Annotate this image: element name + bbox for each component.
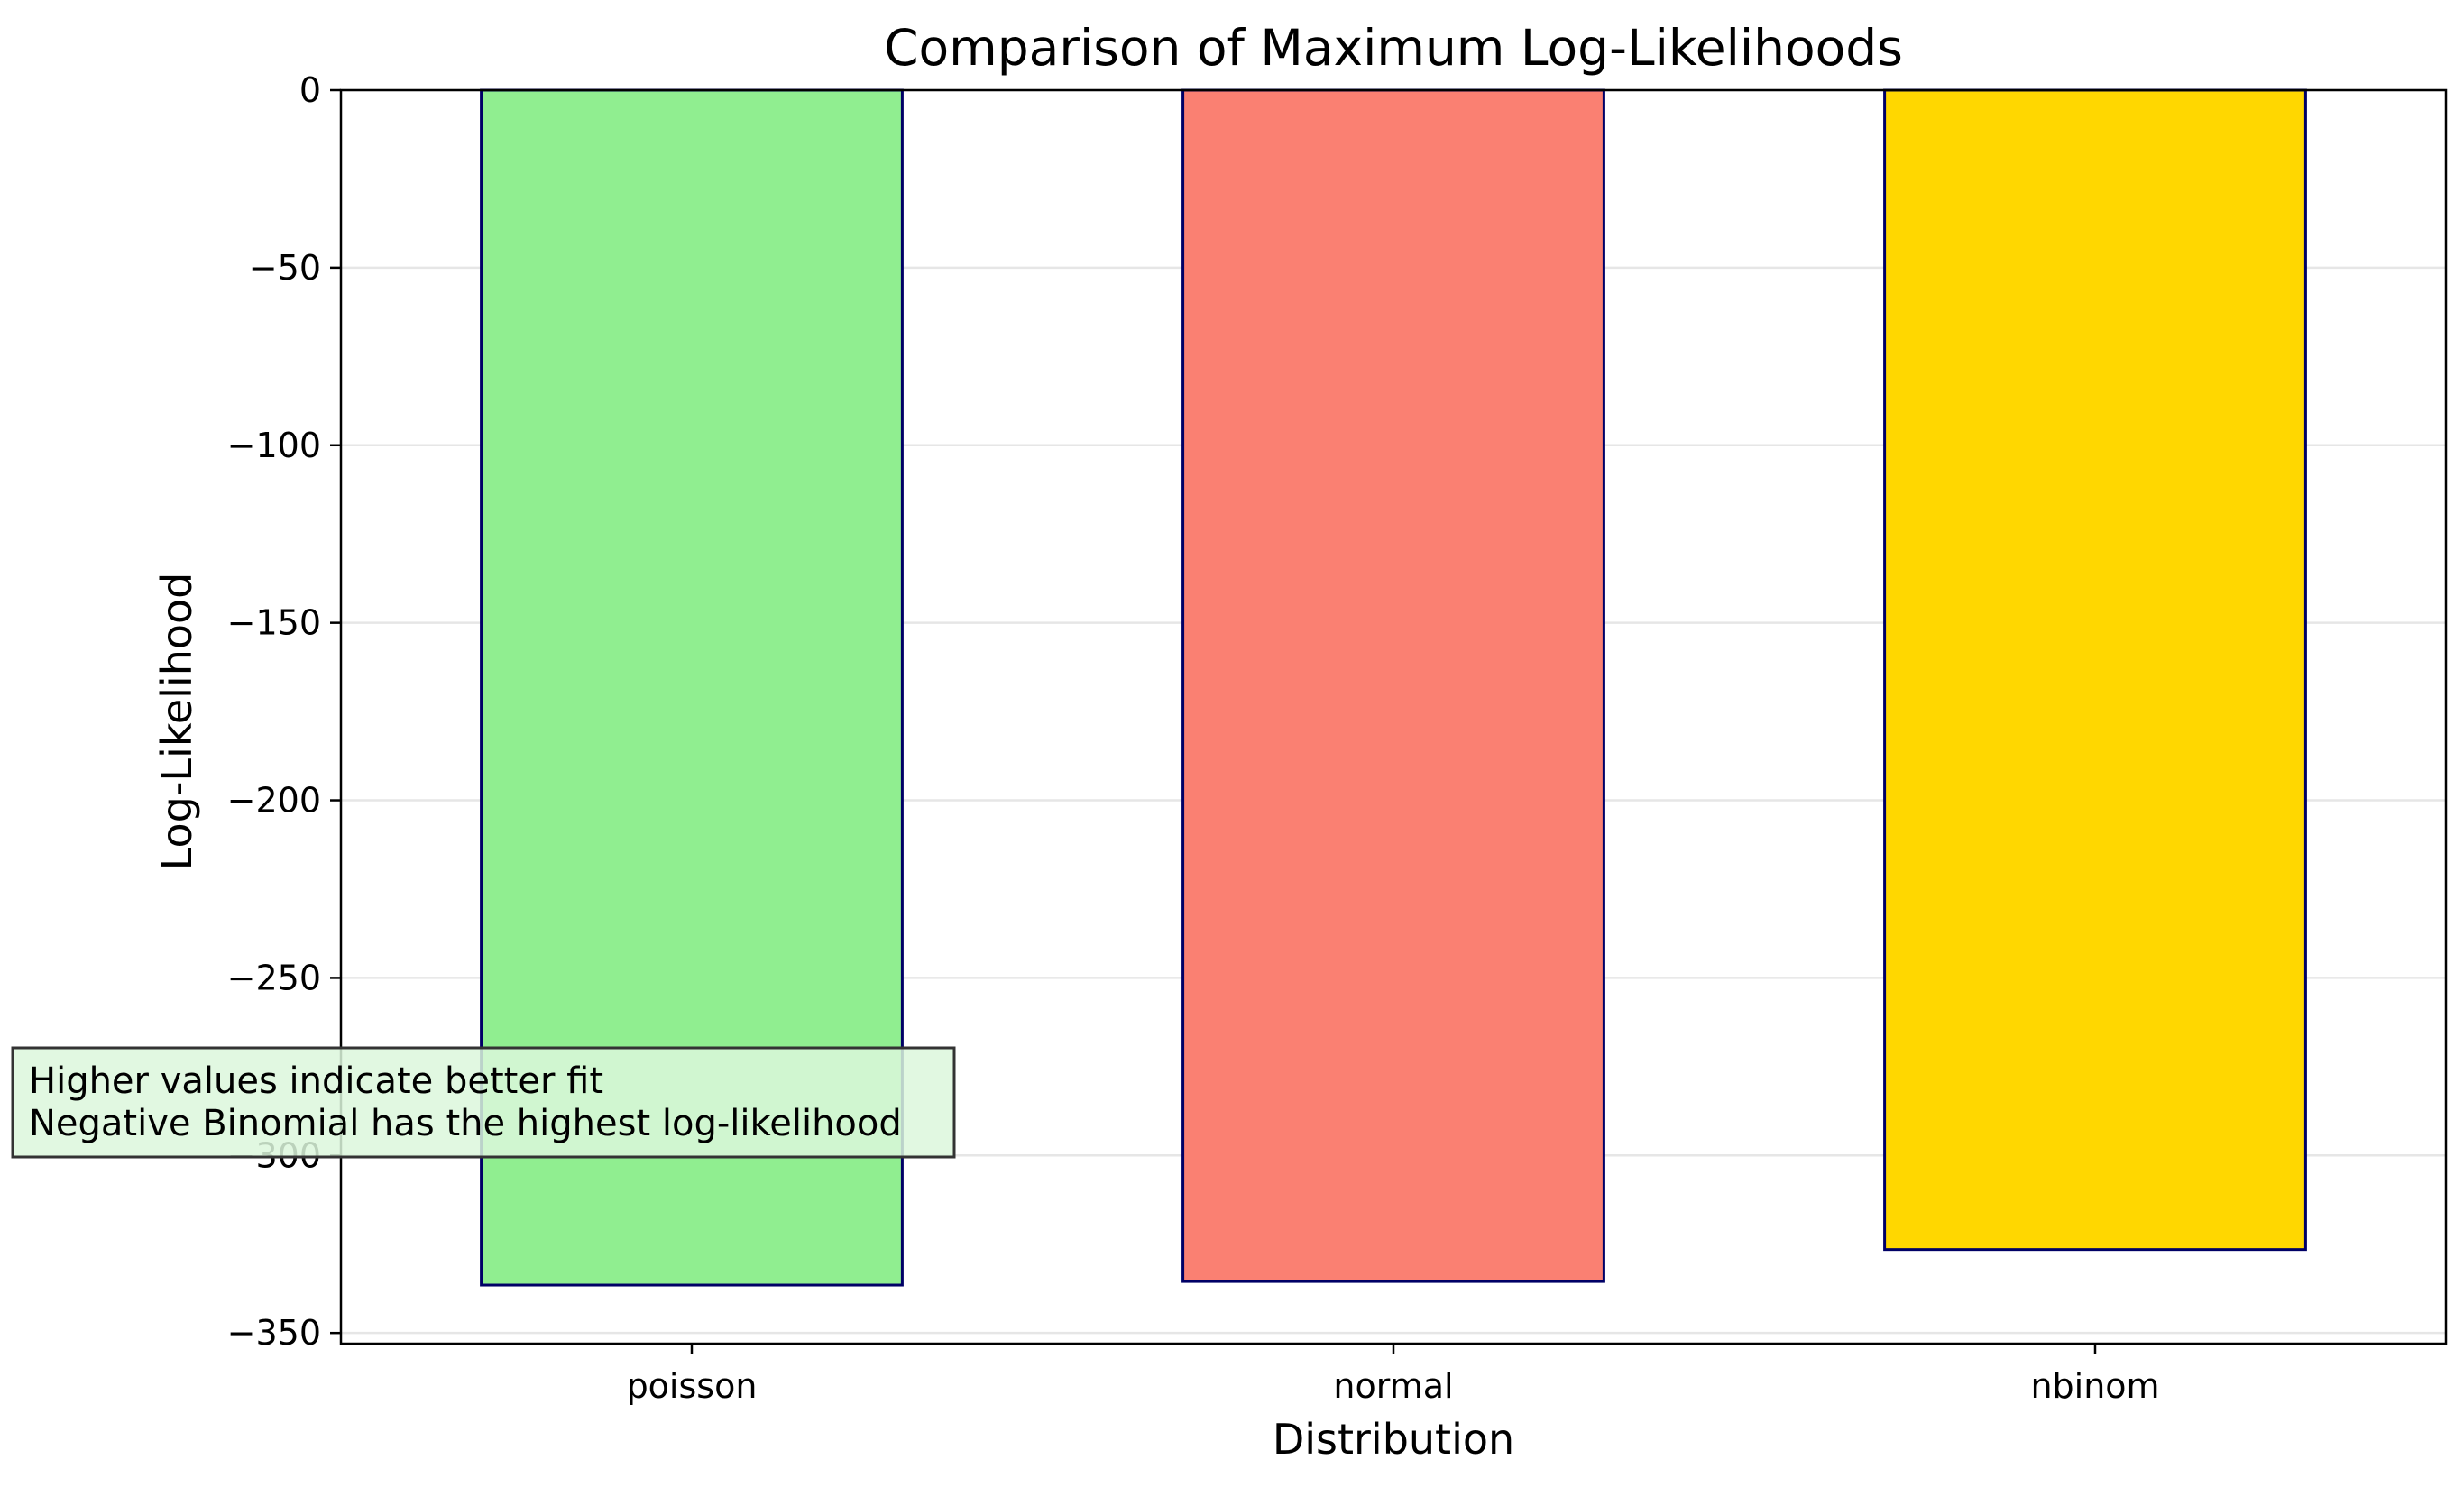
x-tick-label: normal	[1333, 1366, 1453, 1406]
annotation-line: Negative Binomial has the highest log-li…	[29, 1103, 902, 1144]
y-tick-label: −100	[227, 426, 321, 465]
x-axis-ticks: poisson normal nbinom	[627, 1344, 2160, 1406]
annotation-line: Higher values indicate better fit	[29, 1060, 603, 1102]
bar-nbinom	[1883, 88, 2307, 1252]
x-axis-label: Distribution	[1273, 1415, 1514, 1464]
y-tick-label: −200	[227, 781, 321, 821]
y-axis-label: Log-Likelihood	[152, 573, 201, 871]
y-tick-label: −150	[227, 603, 321, 643]
annotation-box-frame	[11, 1046, 956, 1159]
annotation-box: Higher values indicate better fit Negati…	[11, 1046, 956, 1159]
bar-normal	[1181, 88, 1605, 1283]
y-tick-label: −350	[227, 1313, 321, 1353]
x-tick-label: nbinom	[2030, 1366, 2159, 1406]
y-tick-label: −250	[227, 958, 321, 997]
y-tick-label: −50	[249, 248, 321, 288]
y-tick-label: 0	[299, 70, 321, 110]
chart-title: Comparison of Maximum Log-Likelihoods	[884, 19, 1903, 77]
x-tick-label: poisson	[627, 1366, 758, 1406]
